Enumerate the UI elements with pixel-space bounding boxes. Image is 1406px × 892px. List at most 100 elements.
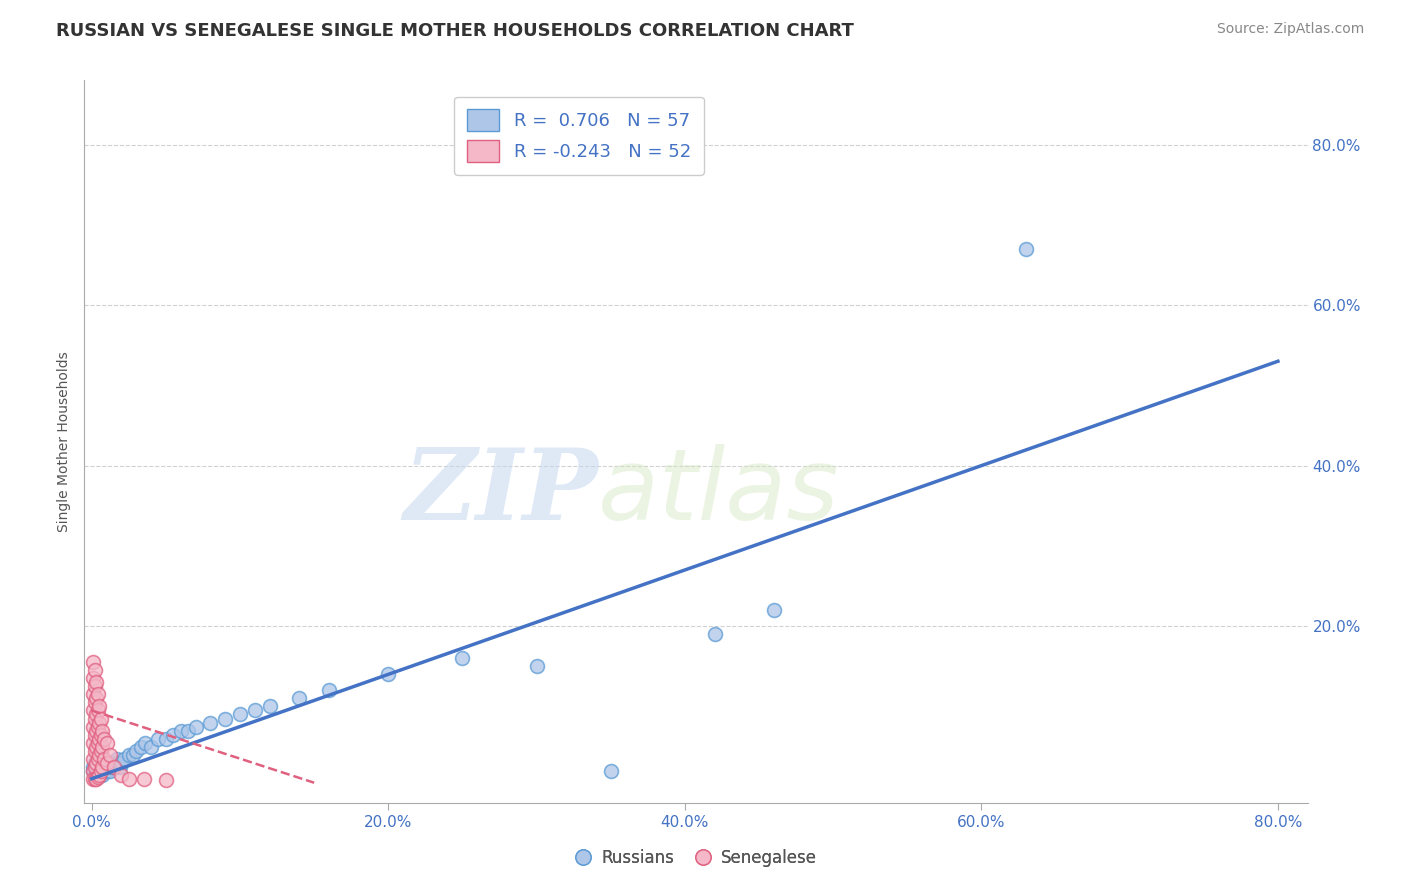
Point [155, 773, 177, 788]
Point [110, 767, 132, 781]
Point [318, 683, 340, 698]
Point [82, 703, 104, 717]
Point [91, 760, 114, 774]
Point [83, 664, 105, 678]
Legend: Russians, Senegalese: Russians, Senegalese [568, 843, 824, 874]
Point [86, 719, 108, 733]
Point [83, 696, 105, 710]
Point [762, 603, 785, 617]
Point [94, 760, 117, 774]
Point [122, 747, 145, 762]
Point [139, 739, 162, 754]
Point [200, 715, 222, 730]
Point [83, 756, 105, 770]
Point [84, 675, 107, 690]
Point [129, 739, 152, 754]
Point [84, 756, 107, 770]
Point [90, 728, 112, 742]
Point [148, 731, 170, 746]
Point [84, 691, 107, 706]
Text: ZIP: ZIP [404, 444, 598, 541]
Point [103, 760, 125, 774]
Point [97, 760, 120, 774]
Point [89, 747, 111, 762]
Point [91, 739, 114, 754]
Point [83, 728, 105, 742]
Point [112, 751, 135, 765]
Point [104, 756, 127, 770]
Point [86, 735, 108, 749]
Text: RUSSIAN VS SENEGALESE SINGLE MOTHER HOUSEHOLDS CORRELATION CHART: RUSSIAN VS SENEGALESE SINGLE MOTHER HOUS… [56, 22, 853, 40]
Point [118, 747, 141, 762]
Point [86, 756, 108, 770]
Point [84, 760, 107, 774]
Point [89, 764, 111, 778]
Point [98, 747, 121, 762]
Point [96, 756, 118, 770]
Point [526, 659, 548, 673]
Point [162, 728, 184, 742]
Point [83, 764, 105, 778]
Point [259, 699, 281, 714]
Point [82, 719, 104, 733]
Point [93, 731, 115, 746]
Point [110, 756, 132, 770]
Point [91, 723, 114, 738]
Point [86, 764, 108, 778]
Point [89, 715, 111, 730]
Point [177, 723, 200, 738]
Point [243, 703, 266, 717]
Point [96, 735, 118, 749]
Point [82, 751, 104, 765]
Point [107, 756, 129, 770]
Point [118, 772, 141, 786]
Point [86, 751, 108, 765]
Point [82, 760, 104, 774]
Point [84, 723, 107, 738]
Text: atlas: atlas [598, 443, 839, 541]
Point [83, 680, 105, 694]
Point [83, 744, 105, 758]
Text: Source: ZipAtlas.com: Source: ZipAtlas.com [1216, 22, 1364, 37]
Point [82, 687, 104, 701]
Point [82, 764, 104, 778]
Point [84, 739, 107, 754]
Point [91, 767, 114, 781]
Point [90, 756, 112, 770]
Point [98, 756, 121, 770]
Point [229, 707, 252, 722]
Point [132, 772, 155, 786]
Point [84, 772, 107, 786]
Point [214, 712, 236, 726]
Point [89, 760, 111, 774]
Point [91, 760, 114, 774]
Point [83, 772, 105, 786]
Point [82, 655, 104, 669]
Point [108, 760, 131, 774]
Point [86, 687, 108, 701]
Point [83, 760, 105, 774]
Point [84, 707, 107, 722]
Y-axis label: Single Mother Households: Single Mother Households [58, 351, 72, 532]
Point [82, 764, 104, 778]
Point [89, 767, 111, 781]
Point [101, 756, 124, 770]
Point [93, 751, 115, 765]
Point [96, 764, 118, 778]
Point [134, 735, 156, 749]
Point [90, 764, 112, 778]
Point [1015, 242, 1038, 256]
Point [89, 731, 111, 746]
Point [184, 719, 207, 733]
Point [105, 751, 128, 765]
Point [170, 723, 193, 738]
Point [82, 671, 104, 685]
Point [86, 703, 108, 717]
Point [377, 667, 399, 681]
Point [100, 760, 122, 774]
Point [703, 627, 725, 641]
Point [288, 691, 311, 706]
Point [103, 760, 125, 774]
Point [89, 699, 111, 714]
Point [90, 744, 112, 758]
